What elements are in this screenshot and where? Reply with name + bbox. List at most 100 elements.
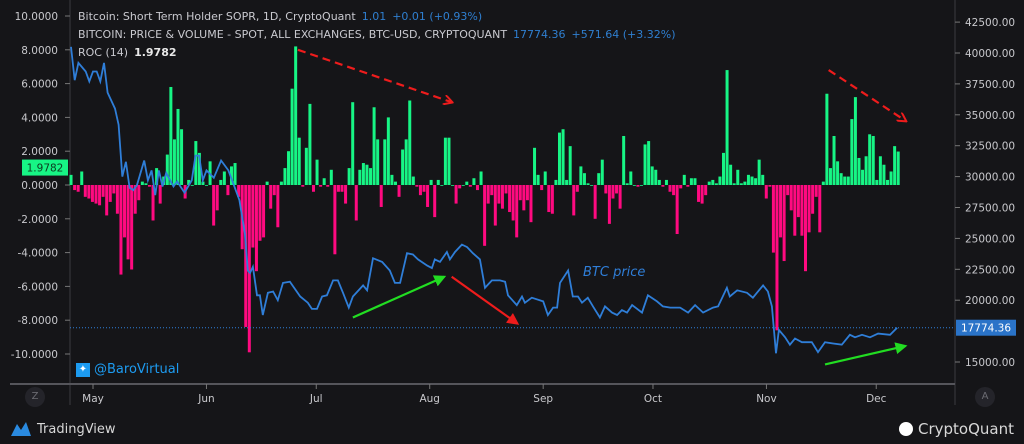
roc-bar: [133, 185, 137, 214]
roc-bar: [433, 185, 437, 218]
roc-bar: [401, 149, 405, 185]
roc-bar: [351, 102, 355, 185]
roc-bar: [832, 135, 836, 185]
roc-bar: [294, 46, 298, 185]
roc-bar: [604, 185, 608, 194]
roc-bars: [69, 46, 900, 353]
roc-bar: [565, 179, 569, 185]
left-tick-label: -8.0000: [17, 315, 58, 327]
roc-bar: [664, 179, 668, 185]
scroll-left-button[interactable]: Z: [25, 387, 45, 407]
cryptoquant-logo[interactable]: CryptoQuant: [899, 420, 1014, 438]
roc-bar: [721, 152, 725, 185]
left-tick-label: 10.0000: [15, 11, 58, 23]
roc-bar: [775, 185, 779, 331]
right-axis-ticks[interactable]: 42500.00 40000.00 37500.00 35000.00 32500.00…: [955, 17, 1015, 369]
roc-bar: [465, 181, 469, 185]
left-tick-label: 6.0000: [21, 79, 58, 91]
roc-bar: [215, 185, 219, 211]
roc-bar: [283, 168, 287, 185]
last-roc-badge: 1.9782: [22, 159, 68, 176]
roc-bar: [493, 185, 497, 226]
roc-bar: [582, 173, 586, 185]
roc-bar: [861, 169, 865, 185]
roc-bar: [265, 181, 269, 185]
roc-bar: [94, 185, 98, 204]
roc-bar: [657, 179, 661, 185]
left-axis-ticks[interactable]: 10.0000 8.0000 6.0000 4.0000 2.0000 0.0000 -2.…: [11, 11, 70, 361]
roc-bar: [311, 185, 315, 192]
roc-bar: [804, 185, 808, 272]
roc-bar: [529, 185, 533, 223]
roc-bar: [729, 164, 733, 185]
roc-bar: [212, 185, 216, 226]
roc-bar: [754, 178, 758, 185]
roc-bar: [379, 185, 383, 207]
roc-bar: [536, 174, 540, 185]
roc-bar: [782, 185, 786, 262]
roc-bar: [322, 178, 326, 185]
roc-bar: [568, 146, 572, 185]
roc-bar: [540, 185, 544, 191]
legend-sopr[interactable]: Bitcoin: Short Term Holder SOPR, 1D, Cry…: [78, 10, 482, 23]
roc-bar: [369, 168, 373, 185]
roc-bar: [746, 174, 750, 185]
roc-bar: [262, 185, 266, 238]
legend-price[interactable]: BITCOIN: PRICE & VOLUME - SPOT, ALL EXCH…: [78, 28, 676, 41]
roc-bar: [771, 185, 775, 253]
roc-bar: [447, 137, 451, 185]
right-tick-label: 22500.00: [965, 264, 1015, 276]
roc-bar: [123, 185, 127, 238]
roc-bar: [668, 185, 672, 192]
roc-bar: [597, 173, 601, 185]
roc-bar: [418, 185, 422, 196]
roc-bar: [497, 185, 501, 204]
roc-bar: [828, 168, 832, 185]
roc-bar: [814, 185, 818, 197]
left-tick-label: -6.0000: [17, 281, 58, 293]
roc-bar: [786, 185, 790, 196]
roc-bar: [846, 176, 850, 185]
roc-bar: [347, 168, 351, 185]
roc-bar: [886, 179, 890, 185]
roc-bar: [130, 185, 134, 270]
roc-bar: [144, 183, 148, 185]
roc-bar: [83, 185, 87, 197]
roc-bar: [90, 185, 94, 202]
tradingview-logo[interactable]: TradingView: [10, 420, 116, 438]
roc-bar: [119, 185, 123, 275]
roc-bar: [304, 147, 308, 185]
legend-roc[interactable]: ROC (14) 1.9782: [78, 46, 177, 59]
roc-bar: [155, 168, 159, 185]
roc-bar: [393, 181, 397, 185]
auto-scale-button[interactable]: A: [975, 387, 995, 407]
legend-price-change: +571.64 (+3.32%): [571, 28, 676, 41]
roc-bar: [611, 185, 615, 199]
roc-bar: [750, 176, 754, 185]
roc-bar: [279, 181, 283, 185]
roc-bar: [165, 154, 169, 185]
roc-bar: [411, 176, 415, 185]
roc-bar: [800, 185, 804, 236]
roc-bar: [315, 159, 319, 185]
roc-bar: [793, 185, 797, 236]
roc-bar: [247, 185, 251, 353]
roc-bar: [693, 178, 697, 185]
roc-bar: [233, 163, 237, 185]
right-tick-label: 42500.00: [965, 17, 1015, 29]
roc-bar: [522, 185, 526, 211]
roc-bar: [468, 185, 472, 187]
roc-bar: [697, 185, 701, 202]
right-tick-label: 37500.00: [965, 79, 1015, 91]
roc-bar: [632, 185, 636, 186]
roc-bar: [329, 169, 333, 185]
left-tick-label: 0.0000: [21, 180, 58, 192]
roc-bar: [390, 174, 394, 185]
roc-bar: [607, 185, 611, 224]
right-tick-label: 27500.00: [965, 203, 1015, 215]
x-axis-ticks[interactable]: May Jun Jul Aug Sep Oct Nov Dec: [82, 384, 887, 405]
roc-bar: [661, 185, 665, 187]
roc-bar: [575, 185, 579, 192]
roc-bar: [593, 185, 597, 219]
